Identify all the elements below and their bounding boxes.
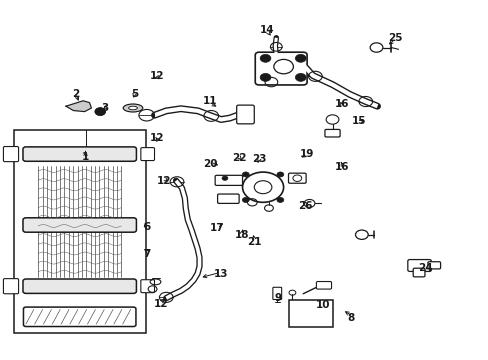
Circle shape <box>276 172 283 177</box>
FancyBboxPatch shape <box>23 218 136 232</box>
Polygon shape <box>66 101 91 112</box>
Text: 16: 16 <box>334 162 349 172</box>
Circle shape <box>276 197 283 202</box>
Circle shape <box>242 197 249 202</box>
Text: 21: 21 <box>246 237 261 247</box>
FancyBboxPatch shape <box>3 147 19 162</box>
FancyBboxPatch shape <box>316 282 331 289</box>
Text: 7: 7 <box>142 249 150 259</box>
FancyBboxPatch shape <box>412 268 424 277</box>
FancyBboxPatch shape <box>288 173 305 183</box>
Circle shape <box>260 73 270 81</box>
FancyBboxPatch shape <box>141 280 154 293</box>
Text: 6: 6 <box>143 222 150 232</box>
Ellipse shape <box>128 106 137 110</box>
Text: 19: 19 <box>299 149 314 159</box>
Circle shape <box>295 54 305 62</box>
Text: 12: 12 <box>154 299 168 309</box>
FancyBboxPatch shape <box>3 279 19 294</box>
Text: 20: 20 <box>203 159 217 169</box>
Text: 5: 5 <box>131 89 138 99</box>
Text: 14: 14 <box>260 24 274 35</box>
FancyBboxPatch shape <box>141 148 154 161</box>
Text: 25: 25 <box>387 33 402 43</box>
Text: 3: 3 <box>102 103 108 113</box>
Text: 8: 8 <box>347 312 354 323</box>
Bar <box>288 300 332 327</box>
FancyBboxPatch shape <box>427 262 440 269</box>
Text: 1: 1 <box>82 152 89 162</box>
Circle shape <box>295 73 305 81</box>
FancyBboxPatch shape <box>23 147 136 161</box>
Ellipse shape <box>123 104 142 112</box>
FancyBboxPatch shape <box>23 279 136 293</box>
Circle shape <box>242 172 283 202</box>
FancyBboxPatch shape <box>255 52 306 85</box>
Circle shape <box>95 108 105 116</box>
Text: 26: 26 <box>297 201 312 211</box>
Text: 13: 13 <box>213 269 228 279</box>
Text: 17: 17 <box>210 222 224 233</box>
Text: 10: 10 <box>315 300 329 310</box>
Text: 16: 16 <box>334 99 349 109</box>
Text: 9: 9 <box>274 293 281 303</box>
Text: 18: 18 <box>234 230 249 240</box>
Text: 11: 11 <box>203 96 217 106</box>
FancyBboxPatch shape <box>217 194 239 203</box>
FancyBboxPatch shape <box>236 105 254 124</box>
FancyBboxPatch shape <box>407 260 430 271</box>
Text: 22: 22 <box>232 153 246 163</box>
Text: 15: 15 <box>351 116 366 126</box>
Text: 12: 12 <box>150 71 164 81</box>
Circle shape <box>260 54 270 62</box>
Circle shape <box>242 172 249 177</box>
Text: 2: 2 <box>72 89 79 99</box>
FancyBboxPatch shape <box>272 287 281 300</box>
Text: 12: 12 <box>156 176 171 186</box>
Text: 23: 23 <box>251 154 266 164</box>
Text: 12: 12 <box>150 132 164 143</box>
Bar <box>14 130 145 333</box>
FancyBboxPatch shape <box>324 129 340 137</box>
FancyBboxPatch shape <box>215 175 242 185</box>
FancyBboxPatch shape <box>23 307 136 327</box>
Text: 24: 24 <box>417 263 432 273</box>
Circle shape <box>222 176 227 180</box>
